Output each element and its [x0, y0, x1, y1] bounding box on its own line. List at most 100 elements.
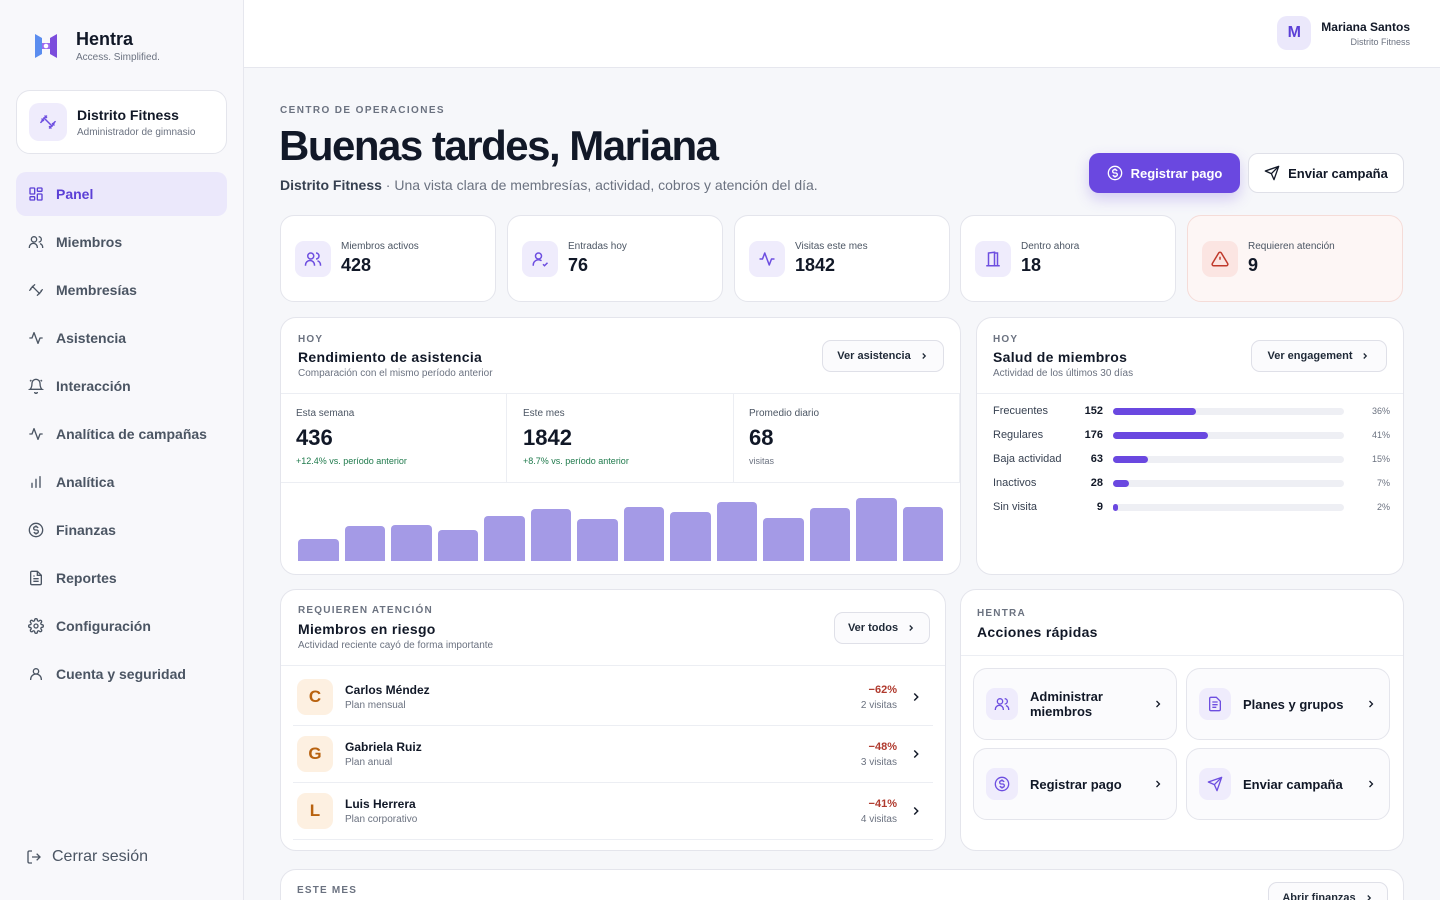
stat-card-visits-month[interactable]: Visitas este mes 1842 [734, 215, 950, 302]
member-name: Gabriela Ruiz [345, 740, 422, 754]
quick-register-payment-button[interactable]: Registrar pago [973, 748, 1177, 820]
send-icon [1264, 165, 1280, 181]
sidebar-item-analitica-campanas[interactable]: Analítica de campañas [16, 412, 227, 456]
activity-icon [29, 428, 43, 440]
send-campaign-button[interactable]: Enviar campaña [1248, 153, 1404, 193]
sidebar-item-finanzas[interactable]: Finanzas [16, 508, 227, 552]
attendance-bar-chart [298, 496, 943, 561]
view-engagement-label: Ver engagement [1267, 350, 1353, 362]
gear-icon [28, 618, 44, 634]
sidebar-item-asistencia[interactable]: Asistencia [16, 316, 227, 360]
avatar: G [297, 736, 333, 772]
view-all-label: Ver todos [847, 622, 899, 634]
user-check-icon [522, 240, 558, 277]
card-title: Rendimiento de asistencia [298, 349, 483, 365]
send-campaign-label: Enviar campaña [1288, 165, 1388, 181]
user-menu[interactable]: M Mariana Santos Distrito Fitness [1277, 16, 1410, 50]
kpi-daily-average: Promedio diario 68 visitas [734, 394, 960, 482]
sidebar-nav: Panel Miembros Membresías Asistencia Int… [16, 172, 227, 700]
health-progress-fill [1113, 455, 1148, 463]
health-count: 28 [1090, 477, 1103, 489]
sidebar-item-configuracion[interactable]: Configuración [16, 604, 227, 648]
chevron-right-icon [1369, 700, 1374, 708]
user-icon [30, 668, 42, 680]
member-health-card: HOY Salud de miembros Actividad de los ú… [976, 317, 1404, 575]
users-icon [28, 236, 44, 248]
plans-groups-button[interactable]: Planes y grupos [1186, 668, 1390, 740]
card-eyebrow: HOY [993, 334, 1019, 345]
open-finances-button[interactable]: Abrir finanzas [1268, 882, 1388, 900]
quick-action-label: Administrar miembros [1030, 689, 1103, 719]
quick-send-campaign-button[interactable]: Enviar campaña [1186, 748, 1390, 820]
stat-card-active-members[interactable]: Miembros activos 428 [280, 215, 496, 302]
sidebar-item-cuenta[interactable]: Cuenta y seguridad [16, 652, 227, 696]
health-count: 152 [1084, 405, 1103, 417]
chart-bar [530, 509, 571, 561]
quick-actions-card: HENTRA Acciones rápidas Administrar miem… [960, 589, 1404, 851]
attendance-card: HOY Rendimiento de asistencia Comparació… [280, 317, 961, 575]
view-engagement-button[interactable]: Ver engagement [1251, 340, 1387, 372]
chevron-right-icon [1363, 353, 1368, 359]
org-role: Administrador de gimnasio [77, 126, 196, 138]
stat-card-inside-now[interactable]: Dentro ahora 18 [960, 215, 1176, 302]
view-attendance-button[interactable]: Ver asistencia [822, 340, 944, 372]
sidebar-item-panel[interactable]: Panel [16, 172, 227, 216]
health-progress-track [1113, 455, 1344, 463]
stat-card-entries-today[interactable]: Entradas hoy 76 [507, 215, 723, 302]
users-icon [295, 240, 331, 277]
member-plan: Plan anual [345, 757, 393, 768]
logout-button[interactable]: Cerrar sesión [26, 848, 148, 866]
health-progress-track [1113, 503, 1344, 511]
list-item[interactable]: G Gabriela Ruiz Plan anual −48% 3 visitas [293, 726, 933, 783]
stat-value: 9 [1248, 255, 1259, 275]
stat-label: Miembros activos [341, 241, 419, 252]
member-plan: Plan corporativo [345, 814, 418, 825]
kpi-value: 1842 [523, 425, 572, 450]
visit-count: 3 visitas [860, 756, 897, 768]
register-payment-button[interactable]: Registrar pago [1089, 153, 1240, 193]
sidebar-item-analitica[interactable]: Analítica [16, 460, 227, 504]
card-eyebrow: ESTE MES [297, 885, 358, 896]
sidebar-item-membresias[interactable]: Membresías [16, 268, 227, 312]
chevron-right-icon [913, 749, 919, 759]
brand-tagline: Access. Simplified. [76, 52, 160, 63]
sidebar-item-reportes[interactable]: Reportes [16, 556, 227, 600]
sidebar-item-interaccion[interactable]: Interacción [16, 364, 227, 408]
health-percent: 36% [1371, 406, 1390, 416]
health-label: Regulares [993, 429, 1044, 441]
bar-chart-icon [31, 476, 41, 488]
sidebar-item-label: Asistencia [56, 330, 127, 346]
stat-card-needs-attention[interactable]: Requieren atención 9 [1187, 215, 1403, 302]
sidebar-item-label: Analítica de campañas [56, 426, 207, 442]
health-label: Frecuentes [993, 405, 1049, 417]
list-item[interactable]: C Carlos Méndez Plan mensual −62% 2 visita… [293, 669, 933, 726]
at-risk-card: REQUIEREN ATENCIÓN Miembros en riesgo Ac… [280, 589, 946, 851]
user-org: Distrito Fitness [1350, 36, 1410, 47]
health-row: Inactivos 28 7% [993, 474, 1391, 492]
page-subtitle-org: Distrito Fitness [280, 177, 382, 193]
list-item[interactable]: L Luis Herrera Plan corporativo −41% 4 vis… [293, 783, 933, 840]
sidebar-item-label: Membresías [56, 282, 137, 298]
health-count: 176 [1084, 429, 1103, 441]
activity-change: −62% [868, 683, 897, 696]
org-switcher[interactable]: Distrito Fitness Administrador de gimnas… [16, 90, 227, 154]
file-icon [30, 570, 42, 586]
manage-members-button[interactable]: Administrar miembros [973, 668, 1177, 740]
divider [961, 655, 1403, 656]
visit-count: 4 visitas [860, 813, 897, 825]
divider [281, 393, 960, 394]
stat-value: 76 [568, 255, 589, 275]
logout-label: Cerrar sesión [52, 848, 149, 865]
sidebar-item-miembros[interactable]: Miembros [16, 220, 227, 264]
chart-bar [902, 507, 943, 561]
brand[interactable]: Hentra Access. Simplified. [32, 28, 160, 63]
card-eyebrow: REQUIEREN ATENCIÓN [298, 605, 433, 616]
stat-label: Entradas hoy [568, 241, 627, 252]
page-title: Buenas tardes, Mariana [279, 122, 719, 169]
health-progress-fill [1113, 479, 1130, 487]
view-all-button[interactable]: Ver todos [834, 612, 930, 644]
health-percent: 7% [1376, 478, 1390, 488]
avatar: C [297, 679, 333, 715]
kpi-delta: +8.7% vs. período anterior [523, 456, 629, 466]
avatar: L [297, 793, 333, 829]
